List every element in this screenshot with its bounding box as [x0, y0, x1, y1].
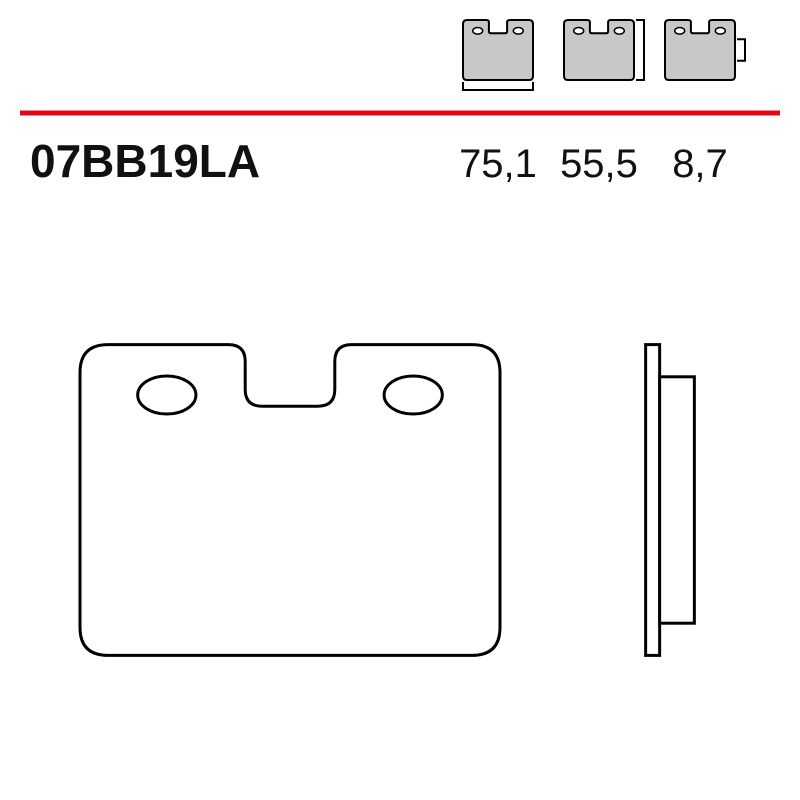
dim-height: 55,5: [560, 142, 638, 186]
bracket-height: [636, 20, 644, 80]
side-view-lining: [660, 377, 695, 623]
side-view-plate: [646, 345, 660, 656]
part-code: 07BB19LA: [30, 135, 260, 187]
spec-sheet: { "part_code": "07BB19LA", "dimensions":…: [0, 0, 800, 800]
mounting-hole-left: [138, 376, 196, 414]
dim-thickness: 8,7: [672, 142, 728, 186]
bracket-width: [463, 82, 533, 90]
dim-width: 75,1: [459, 142, 537, 186]
drawing-svg: 07BB19LA 75,1 55,5 8,7: [0, 0, 800, 800]
mounting-hole-right: [384, 376, 442, 414]
bracket-thickness: [737, 39, 745, 61]
